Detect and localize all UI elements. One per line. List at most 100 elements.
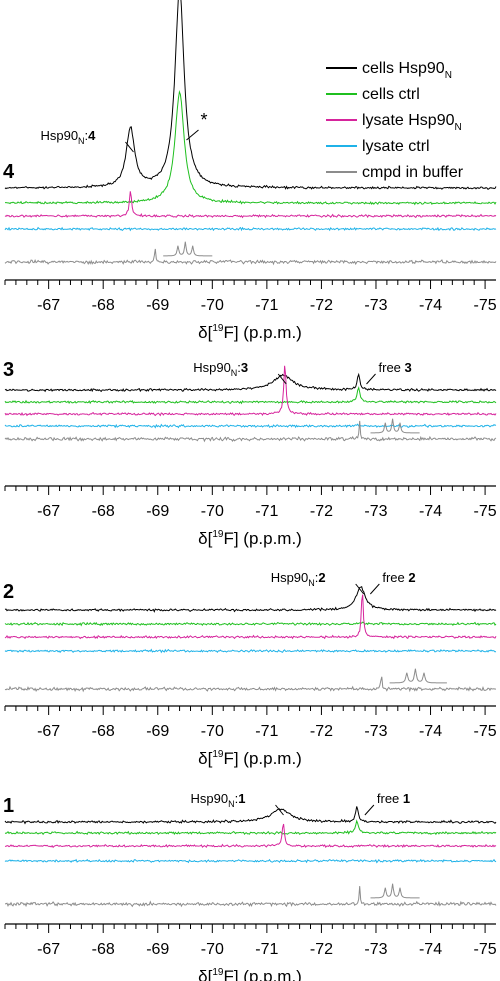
x-axis-title: δ[19F] (p.p.m.) bbox=[198, 323, 302, 342]
x-tick-label: -74 bbox=[419, 503, 442, 520]
x-tick-label: -73 bbox=[364, 941, 387, 958]
x-tick-label: -70 bbox=[201, 941, 224, 958]
x-tick-label: -69 bbox=[146, 941, 169, 958]
x-tick-label: -75 bbox=[474, 503, 497, 520]
series-line-cells_hsp90n bbox=[4, 585, 497, 613]
x-tick-label: -67 bbox=[37, 503, 60, 520]
legend-entry: cells ctrl bbox=[326, 86, 420, 103]
x-tick-label: -73 bbox=[364, 723, 387, 740]
panels: 4 Hsp90N:4 * -67 -68 -69 -70 -71 -72 -73 -74 -75 δ[1… bbox=[3, 0, 497, 981]
x-axis: -67 -68 -69 -70 -71 -72 -73 -74 -75 δ[19F] (p.p.m… bbox=[4, 485, 497, 548]
x-tick-label: -67 bbox=[37, 941, 60, 958]
x-tick-label: -69 bbox=[146, 297, 169, 314]
x-tick-label: -67 bbox=[37, 723, 60, 740]
legend-label: cells ctrl bbox=[362, 86, 420, 103]
x-tick-label: -72 bbox=[310, 297, 333, 314]
x-tick-label: -73 bbox=[364, 503, 387, 520]
series-line-lysate_ctrl bbox=[4, 648, 497, 654]
x-tick-label: -75 bbox=[474, 723, 497, 740]
x-tick-label: -72 bbox=[310, 723, 333, 740]
x-tick-label: -75 bbox=[474, 297, 497, 314]
x-tick-label: -71 bbox=[255, 941, 278, 958]
annotation-label: free 3 bbox=[379, 360, 412, 375]
annotation-leader bbox=[364, 804, 375, 816]
x-tick-label: -73 bbox=[364, 297, 387, 314]
chart-panel-1: 1 Hsp90N:1 free 1-67 -68 -69 -70 -71 -72 -73 -74-… bbox=[3, 791, 497, 981]
x-tick-label: -68 bbox=[92, 503, 115, 520]
annotation-label: Hsp90N:1 bbox=[191, 791, 246, 809]
x-tick-label: -74 bbox=[419, 723, 442, 740]
x-tick-label: -74 bbox=[419, 297, 442, 314]
annotation-label: Hsp90N:4 bbox=[40, 128, 96, 146]
annotation-label: free 2 bbox=[382, 570, 415, 585]
annotation-leader bbox=[355, 583, 365, 595]
annotation-label: Hsp90N:3 bbox=[193, 360, 248, 378]
x-tick-label: -68 bbox=[92, 723, 115, 740]
series-line-lysate_ctrl bbox=[4, 226, 497, 232]
x-tick-label: -70 bbox=[201, 503, 224, 520]
x-tick-label: -75 bbox=[474, 941, 497, 958]
annotation-leader bbox=[275, 804, 284, 816]
annotation-leader bbox=[125, 141, 134, 153]
annotation-leader bbox=[369, 583, 380, 595]
series-line-cells_ctrl bbox=[5, 89, 497, 206]
annotation-leader bbox=[366, 373, 376, 385]
series-line-cells_hsp90n bbox=[4, 0, 497, 190]
series-line-lysate_hsp90n bbox=[4, 823, 497, 849]
multiplet-inset bbox=[163, 241, 213, 257]
series-line-lysate_ctrl bbox=[4, 423, 497, 429]
annotation-star: * bbox=[200, 110, 207, 130]
series-line-cells_hsp90n bbox=[4, 372, 497, 393]
chart-panel-3: 3 Hsp90N:3 free 3-67 -68 -69 -70 -71 -72 -73 -74-… bbox=[3, 359, 497, 548]
x-tick-label: -69 bbox=[146, 723, 169, 740]
x-axis-title: δ[19F] (p.p.m.) bbox=[198, 967, 302, 981]
series-line-cells_ctrl bbox=[4, 386, 497, 405]
x-axis: -67 -68 -69 -70 -71 -72 -73 -74 -75 δ[19F] (p.p.m… bbox=[4, 923, 497, 981]
series-line-lysate_hsp90n bbox=[4, 191, 497, 219]
x-axis-title: δ[19F] (p.p.m.) bbox=[198, 529, 302, 548]
legend-label: cmpd in buffer bbox=[362, 164, 464, 181]
x-axis-title: δ[19F] (p.p.m.) bbox=[198, 749, 302, 768]
panel-label: 4 bbox=[3, 161, 15, 183]
legend-entry: lysate ctrl bbox=[326, 138, 430, 155]
x-tick-label: -72 bbox=[310, 941, 333, 958]
series-line-cmpd_in_buffer bbox=[4, 676, 497, 693]
x-tick-label: -68 bbox=[92, 297, 115, 314]
annotation-label: Hsp90N:2 bbox=[271, 570, 326, 588]
x-tick-label: -71 bbox=[255, 723, 278, 740]
series-line-cmpd_in_buffer bbox=[4, 886, 497, 908]
x-tick-label: -67 bbox=[37, 297, 60, 314]
annotation-leader bbox=[186, 129, 199, 141]
legend-entry: cmpd in buffer bbox=[326, 164, 464, 181]
x-tick-label: -72 bbox=[310, 503, 333, 520]
x-tick-label: -74 bbox=[419, 941, 442, 958]
multiplet-inset bbox=[370, 883, 420, 899]
series-line-cells_hsp90n bbox=[4, 806, 497, 825]
series-line-lysate_ctrl bbox=[4, 858, 497, 864]
series-line-lysate_hsp90n bbox=[4, 594, 497, 640]
panel-label: 3 bbox=[3, 359, 14, 381]
x-axis: -67 -68 -69 -70 -71 -72 -73 -74 -75 δ[19F] (p.p.m… bbox=[4, 279, 497, 342]
annotation-label: free 1 bbox=[377, 791, 410, 806]
multiplet-inset bbox=[370, 418, 420, 434]
series-line-cells_ctrl bbox=[4, 819, 497, 836]
series-line-cmpd_in_buffer bbox=[4, 420, 497, 443]
legend-label: lysate Hsp90N bbox=[362, 112, 462, 133]
x-tick-label: -70 bbox=[201, 723, 224, 740]
x-tick-label: -68 bbox=[92, 941, 115, 958]
x-tick-label: -70 bbox=[201, 297, 224, 314]
panel-label: 1 bbox=[3, 795, 14, 817]
x-tick-label: -71 bbox=[255, 297, 278, 314]
legend-entry: lysate Hsp90N bbox=[326, 112, 462, 133]
legend-entry: cells Hsp90N bbox=[326, 60, 452, 81]
multiplet-inset bbox=[389, 668, 447, 684]
series-line-lysate_hsp90n bbox=[4, 365, 497, 417]
series-line-cmpd_in_buffer bbox=[4, 248, 497, 266]
x-tick-label: -71 bbox=[255, 503, 278, 520]
chart-panel-4: 4 Hsp90N:4 * -67 -68 -69 -70 -71 -72 -73 -74 -75 δ[1… bbox=[3, 0, 497, 342]
annotation-leader bbox=[277, 373, 287, 385]
x-axis: -67 -68 -69 -70 -71 -72 -73 -74 -75 δ[19F] (p.p.m… bbox=[4, 705, 497, 768]
x-tick-label: -69 bbox=[146, 503, 169, 520]
